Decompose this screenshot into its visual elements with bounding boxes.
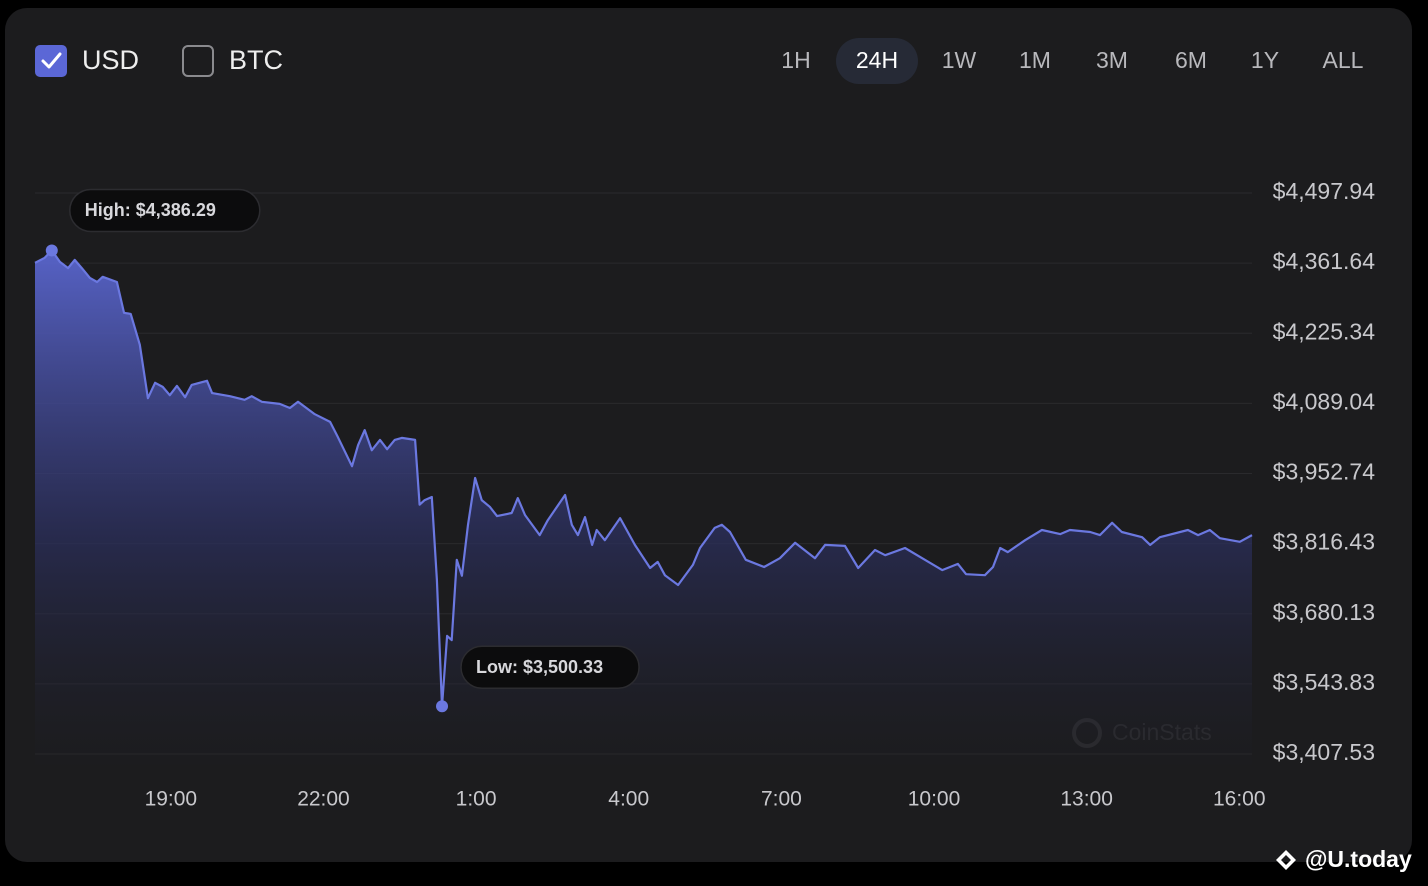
range-button[interactable]: 3M (1096, 47, 1128, 73)
high-label-box (69, 188, 261, 233)
x-tick-label: 22:00 (297, 788, 350, 811)
header: USD BTC 1H 24H 1W 1M 3M 6M 1Y ALL (35, 38, 1364, 84)
range-button[interactable]: 6M (1175, 47, 1207, 73)
range-label[interactable]: 6M (1175, 47, 1207, 73)
x-tick-label: 7:00 (761, 788, 802, 811)
low-label: Low: $3,500.33 (476, 657, 603, 677)
range-label[interactable]: 1W (942, 47, 977, 73)
currency-toggle[interactable]: BTC (182, 45, 283, 77)
y-tick-label: $4,361.64 (1273, 248, 1376, 274)
y-tick-label: $4,089.04 (1273, 388, 1376, 414)
range-label[interactable]: ALL (1323, 47, 1364, 73)
x-tick-label: 1:00 (456, 788, 497, 811)
x-tick-label: 16:00 (1213, 788, 1266, 811)
plot: $4,497.94 $4,361.64 $4,225.34 $4,089.04 $3,9… (34, 178, 1376, 811)
range-button[interactable]: 1Y (1251, 47, 1279, 73)
high-label: High: $4,386.29 (85, 200, 216, 220)
range-active-bg[interactable] (836, 38, 918, 84)
range-button[interactable]: 24H (836, 38, 918, 84)
range-button[interactable]: 1W (942, 47, 977, 73)
y-tick-label: $3,407.53 (1273, 739, 1375, 765)
toggle-label[interactable]: USD (82, 45, 139, 75)
range-label[interactable]: 1M (1019, 47, 1051, 73)
range-label[interactable]: 3M (1096, 47, 1128, 73)
high-marker (45, 244, 58, 257)
currency-toggle[interactable]: USD (35, 45, 139, 77)
logo-icon (1276, 850, 1296, 870)
y-tick-label: $4,225.34 (1273, 318, 1376, 344)
y-tick-label: $3,952.74 (1273, 459, 1376, 485)
y-tick-label: $4,497.94 (1273, 178, 1376, 204)
low-marker (436, 700, 449, 713)
y-tick-label: $3,816.43 (1273, 529, 1375, 555)
check-mark (41, 52, 62, 69)
y-tick-label: $3,680.13 (1273, 599, 1375, 625)
low-label-box (460, 645, 640, 690)
x-tick-label: 4:00 (608, 788, 649, 811)
range-label[interactable]: 1Y (1251, 47, 1279, 73)
range-button[interactable]: ALL (1323, 47, 1364, 73)
footer-text: @U.today (1305, 846, 1412, 872)
range-label[interactable]: 1H (781, 47, 810, 73)
x-tick-label: 19:00 (145, 788, 198, 811)
footer-logo: @U.today (1276, 846, 1412, 872)
y-tick-label: $3,543.83 (1273, 669, 1375, 695)
price-line (34, 249, 1253, 708)
x-tick-label: 13:00 (1060, 788, 1113, 811)
checkbox-checked[interactable] (35, 45, 67, 77)
range-label[interactable]: 24H (856, 47, 898, 73)
range-button[interactable]: 1M (1019, 47, 1051, 73)
toggle-label[interactable]: BTC (229, 45, 283, 75)
price-area (35, 250, 1252, 775)
range-button[interactable]: 1H (781, 47, 810, 73)
checkbox[interactable] (182, 45, 214, 77)
x-tick-label: 10:00 (908, 788, 961, 811)
